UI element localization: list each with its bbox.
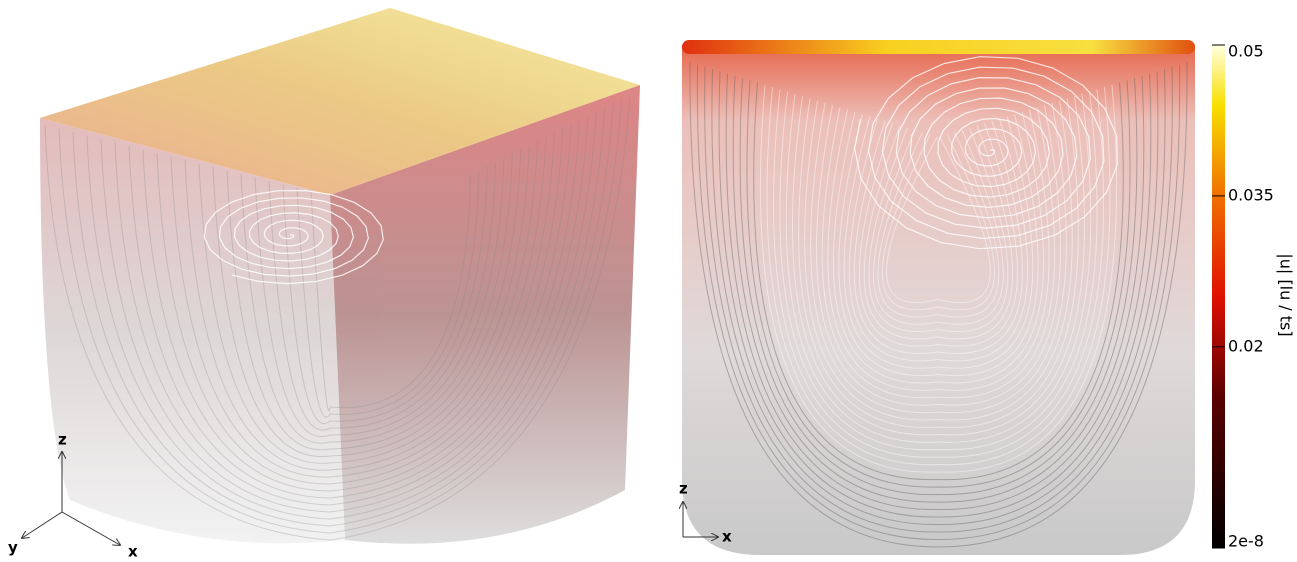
colorbar-tick-label: 0.05 <box>1228 42 1264 61</box>
axis-label: x <box>128 543 138 559</box>
axis-label: z <box>679 480 688 498</box>
colorbar-label: |u| [lu / ts] <box>1277 253 1296 336</box>
axis-label: x <box>722 528 732 546</box>
figure: z y x z x |u| [lu / ts] 0.05 0.035 0.02 2e-… <box>0 0 1297 558</box>
cavity-lid <box>682 40 1195 54</box>
colorbar-tick-label: 0.02 <box>1228 336 1264 355</box>
axis-label: z <box>58 431 67 449</box>
colorbar <box>1212 45 1225 548</box>
colorbar-tick-label: 0.035 <box>1228 185 1274 204</box>
colorbar-tick-label: 2e-8 <box>1228 532 1264 551</box>
axis-label: y <box>8 539 18 557</box>
